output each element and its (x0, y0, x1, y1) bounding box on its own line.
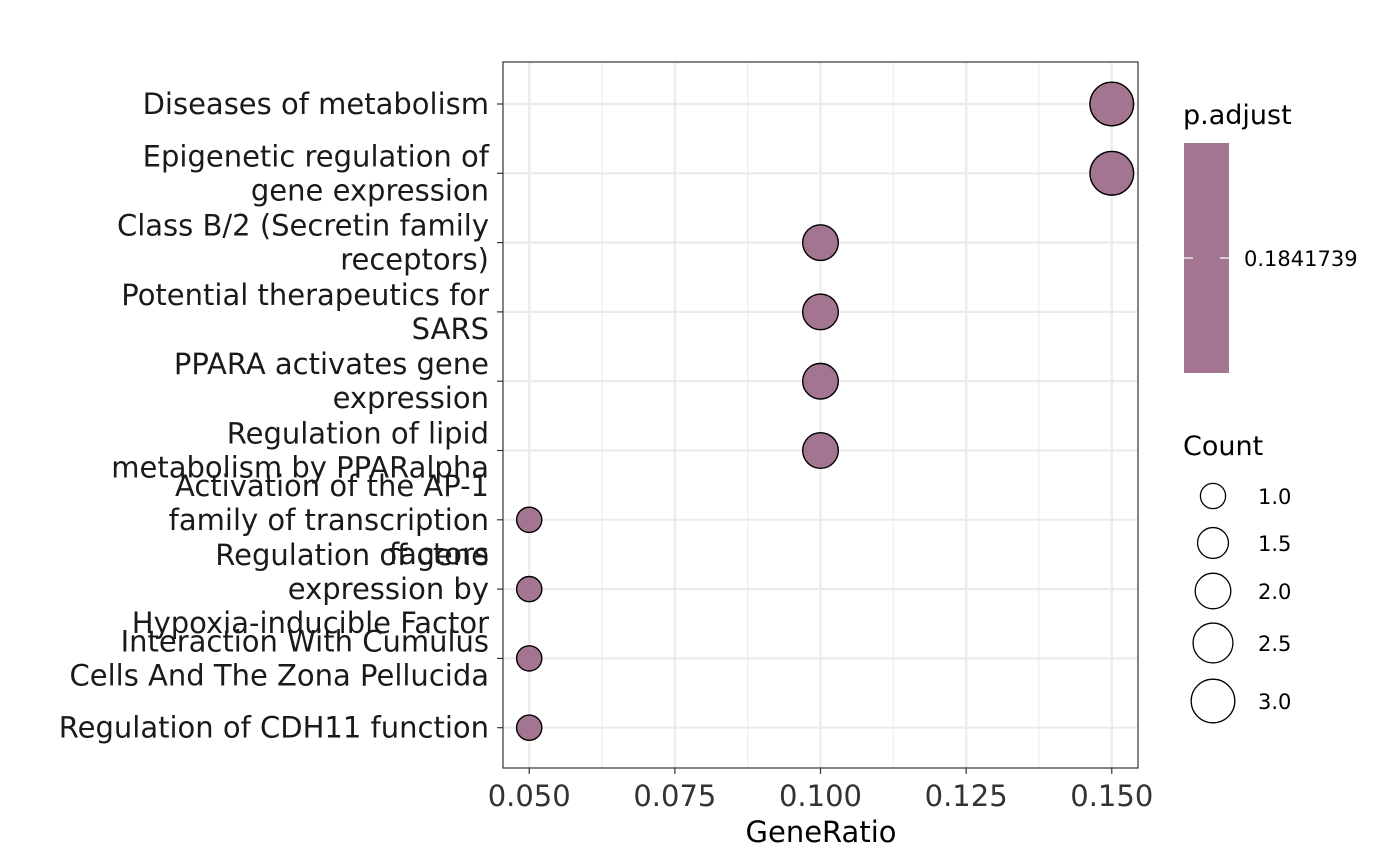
y-axis-labels: Diseases of metabolism Epigenetic regulat… (59, 87, 490, 745)
data-point (801, 293, 840, 331)
y-tick-label: Regulation of lipid metabolism by PPARalp… (111, 417, 489, 485)
y-tick-label: Class B/2 (Secretin family receptors) (117, 209, 489, 277)
size-legend-label: 3.0 (1258, 690, 1291, 714)
x-axis-ticks (528, 768, 1113, 774)
x-tick-label: 0.050 (488, 779, 571, 813)
y-tick-label: PPARA activates gene expression (174, 347, 489, 415)
y-tick-label: Regulation of gene expression by Hypoxia-i… (132, 538, 489, 640)
color-legend-value: 0.1841739 (1244, 247, 1358, 271)
data-point (801, 362, 840, 400)
y-axis-ticks (497, 103, 503, 729)
size-legend-key (1194, 572, 1232, 610)
y-tick-label: Epigenetic regulation of gene expression (143, 139, 490, 207)
data-point (801, 431, 840, 470)
size-legend-key (1192, 622, 1234, 664)
x-tick-label: 0.125 (925, 779, 1008, 813)
size-legend-key (1196, 526, 1230, 560)
data-point (515, 714, 543, 742)
y-tick-label: Regulation of CDH11 function (59, 711, 489, 745)
y-tick-label: Activation of the AP-1 family of transcri… (169, 469, 489, 571)
x-tick-label: 0.100 (779, 779, 862, 813)
size-legend-key (1190, 678, 1236, 724)
y-tick-label: Diseases of metabolism (143, 87, 489, 121)
data-point (1089, 150, 1135, 196)
size-legend-label: 2.5 (1258, 632, 1291, 656)
y-tick-label: Interaction With Cumulus Cells And The Zo… (70, 624, 489, 692)
grid-minor (601, 62, 1040, 768)
data-points (515, 81, 1135, 742)
color-legend-title: p.adjust (1183, 100, 1292, 131)
size-legend: Count 1.0 1.5 2.0 2.5 3.0 (1183, 431, 1291, 724)
y-tick-label: Potential therapeutics for SARS (121, 278, 489, 346)
data-point (801, 224, 840, 262)
x-axis-labels: 0.050 0.075 0.100 0.125 0.150 (488, 779, 1154, 813)
size-legend-label: 1.0 (1258, 485, 1291, 509)
data-point (1089, 81, 1135, 127)
x-tick-label: 0.075 (633, 779, 716, 813)
color-legend: p.adjust 0.1841739 (1183, 100, 1358, 373)
x-tick-label: 0.150 (1070, 779, 1153, 813)
x-axis-title: GeneRatio (746, 815, 897, 849)
size-legend-label: 1.5 (1258, 532, 1291, 556)
data-point (515, 645, 543, 672)
data-point (515, 575, 543, 603)
size-legend-label: 2.0 (1258, 580, 1291, 604)
data-point (515, 506, 543, 534)
size-legend-title: Count (1183, 431, 1263, 462)
size-legend-key (1199, 482, 1227, 510)
